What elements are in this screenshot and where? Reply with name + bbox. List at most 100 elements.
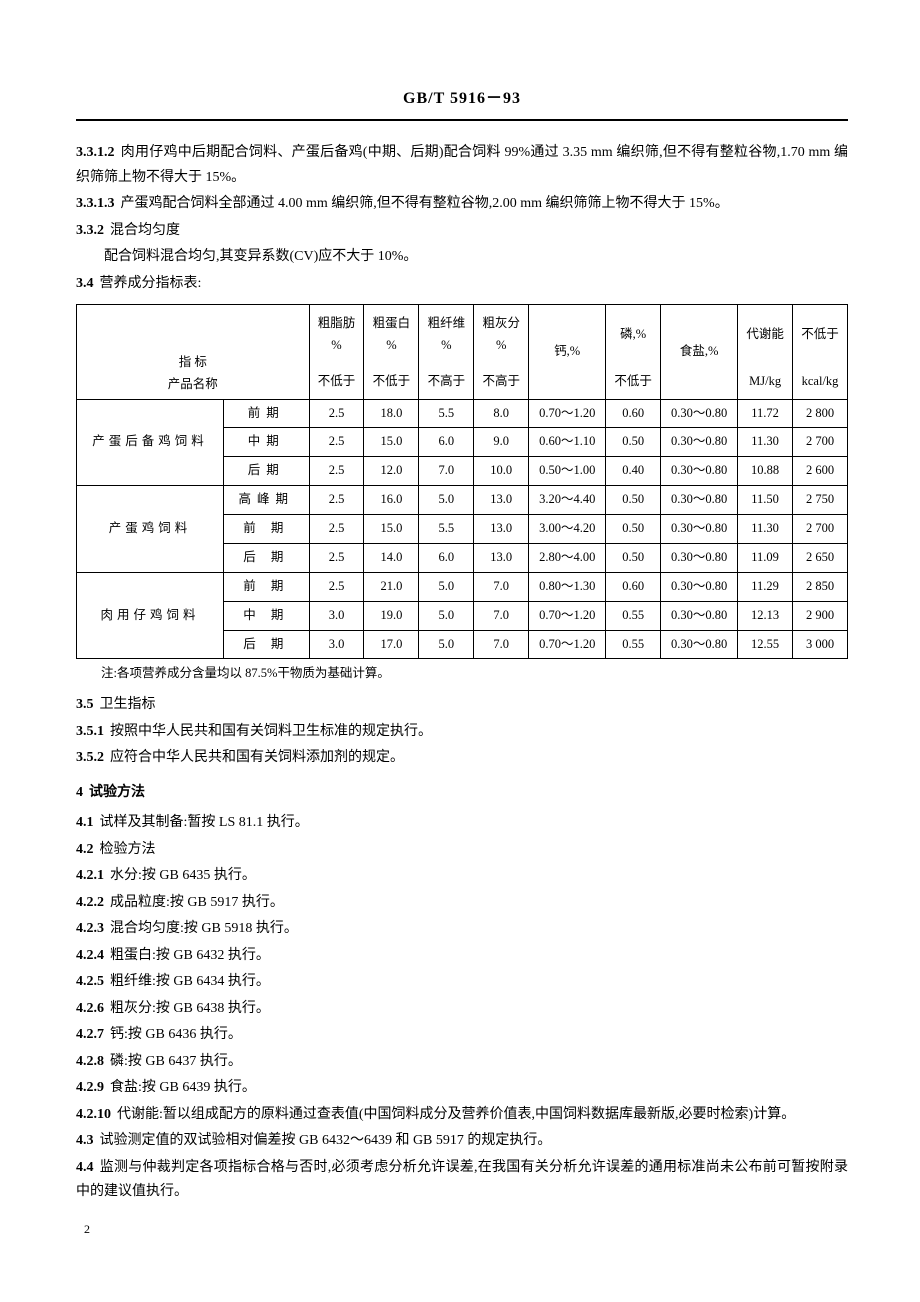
num: 3.5 (76, 697, 94, 712)
cell-mj: 11.30 (738, 428, 793, 457)
text: 成品粒度:按 GB 5917 执行。 (110, 895, 284, 910)
cell-protein: 16.0 (364, 486, 419, 515)
page-number: 2 (76, 1219, 848, 1240)
num: 3.5.1 (76, 724, 104, 739)
col-ash-sub: 不高于 (474, 365, 529, 399)
cell-p: 0.50 (606, 428, 661, 457)
text: 试样及其制备:暂按 LS 81.1 执行。 (100, 815, 309, 830)
text: 食盐:按 GB 6439 执行。 (110, 1080, 256, 1095)
cell-fat: 2.5 (309, 515, 364, 544)
cell-mj: 12.13 (738, 601, 793, 630)
document-header: GB/T 5916－93 (76, 85, 848, 121)
text: 监测与仲裁判定各项指标合格与否时,必须考虑分析允许误差,在我国有关分析允许误差的… (76, 1160, 848, 1200)
text: 营养成分指标表: (100, 276, 202, 291)
col-kcal-sub: kcal/kg (793, 365, 848, 399)
cell-phase: 后 期 (223, 543, 309, 572)
text: 粗蛋白:按 GB 6432 执行。 (110, 948, 270, 963)
cell-ca: 3.00～4.20 (529, 515, 606, 544)
cell-protein: 15.0 (364, 428, 419, 457)
cell-salt: 0.30～0.80 (661, 601, 738, 630)
num: 4.2.10 (76, 1107, 111, 1122)
para-351: 3.5.1按照中华人民共和国有关饲料卫生标准的规定执行。 (76, 720, 848, 745)
cell-kcal: 2 700 (793, 428, 848, 457)
cell-ash: 9.0 (474, 428, 529, 457)
cell-fat: 2.5 (309, 543, 364, 572)
cell-phase: 后期 (223, 457, 309, 486)
para-4: 4试验方法 (76, 781, 848, 806)
cell-protein: 21.0 (364, 572, 419, 601)
cell-phase: 中 期 (223, 601, 309, 630)
cell-p: 0.55 (606, 601, 661, 630)
para-3312: 3.3.1.2肉用仔鸡中后期配合饲料、产蛋后备鸡(中期、后期)配合饲料 99%通… (76, 141, 848, 190)
num: 4.1 (76, 815, 94, 830)
cell-fat: 3.0 (309, 601, 364, 630)
group-name: 产蛋鸡饲料 (77, 486, 224, 573)
para-4210: 4.2.10代谢能:暂以组成配方的原料通过查表值(中国饲料成分及营养价值表,中国… (76, 1103, 848, 1128)
cell-phase: 中期 (223, 428, 309, 457)
text: 钙:按 GB 6436 执行。 (110, 1027, 242, 1042)
text: 混合均匀度:按 GB 5918 执行。 (110, 921, 298, 936)
cell-kcal: 2 600 (793, 457, 848, 486)
cell-kcal: 2 800 (793, 399, 848, 428)
cell-protein: 17.0 (364, 630, 419, 659)
cell-mj: 11.72 (738, 399, 793, 428)
cell-ca: 0.70～1.20 (529, 630, 606, 659)
cell-fiber: 5.5 (419, 515, 474, 544)
para-332: 3.3.2混合均匀度 (76, 219, 848, 244)
col-protein: 粗蛋白% (364, 305, 419, 365)
cell-salt: 0.30～0.80 (661, 515, 738, 544)
cell-kcal: 2 750 (793, 486, 848, 515)
para-424: 4.2.4粗蛋白:按 GB 6432 执行。 (76, 944, 848, 969)
cell-salt: 0.30～0.80 (661, 630, 738, 659)
col-p: 磷,% (606, 305, 661, 365)
cell-kcal: 3 000 (793, 630, 848, 659)
cell-fat: 3.0 (309, 630, 364, 659)
cell-salt: 0.30～0.80 (661, 572, 738, 601)
cell-fiber: 5.0 (419, 601, 474, 630)
text: 产蛋鸡配合饲料全部通过 4.00 mm 编织筛,但不得有整粒谷物,2.00 mm… (121, 196, 729, 211)
num: 4.2 (76, 842, 94, 857)
para-427: 4.2.7钙:按 GB 6436 执行。 (76, 1023, 848, 1048)
cell-mj: 10.88 (738, 457, 793, 486)
cell-ca: 2.80～4.00 (529, 543, 606, 572)
cell-kcal: 2 900 (793, 601, 848, 630)
cell-ca: 0.70～1.20 (529, 601, 606, 630)
table-row: 产蛋后备鸡饲料前期2.518.05.58.00.70～1.200.600.30～… (77, 399, 848, 428)
col-p-sub: 不低于 (606, 365, 661, 399)
para-35: 3.5卫生指标 (76, 693, 848, 718)
cell-ca: 0.70～1.20 (529, 399, 606, 428)
col-protein-sub: 不低于 (364, 365, 419, 399)
col-kcal: 不低于 (793, 305, 848, 365)
num: 3.4 (76, 276, 94, 291)
col-fiber-sub: 不高于 (419, 365, 474, 399)
cell-salt: 0.30～0.80 (661, 428, 738, 457)
cell-fiber: 5.0 (419, 630, 474, 659)
cell-fat: 2.5 (309, 399, 364, 428)
cell-ash: 13.0 (474, 486, 529, 515)
cell-mj: 11.30 (738, 515, 793, 544)
cell-fat: 2.5 (309, 486, 364, 515)
col-mj-sub: MJ/kg (738, 365, 793, 399)
para-43: 4.3试验测定值的双试验相对偏差按 GB 6432～6439 和 GB 5917… (76, 1129, 848, 1154)
cell-p: 0.50 (606, 543, 661, 572)
cell-fiber: 5.5 (419, 399, 474, 428)
cell-protein: 12.0 (364, 457, 419, 486)
cell-salt: 0.30～0.80 (661, 543, 738, 572)
cell-phase: 前期 (223, 399, 309, 428)
table-note: 注:各项营养成分含量均以 87.5%干物质为基础计算。 (101, 663, 848, 685)
cell-ash: 7.0 (474, 630, 529, 659)
text: 混合均匀度 (110, 223, 180, 238)
num: 4.4 (76, 1160, 94, 1175)
para-42: 4.2检验方法 (76, 838, 848, 863)
col-ash: 粗灰分% (474, 305, 529, 365)
text: 试验测定值的双试验相对偏差按 GB 6432～6439 和 GB 5917 的规… (100, 1133, 552, 1148)
text: 试验方法 (89, 785, 145, 800)
cell-p: 0.50 (606, 515, 661, 544)
cell-p: 0.55 (606, 630, 661, 659)
para-44: 4.4监测与仲裁判定各项指标合格与否时,必须考虑分析允许误差,在我国有关分析允许… (76, 1156, 848, 1205)
cell-p: 0.50 (606, 486, 661, 515)
num: 4.2.1 (76, 868, 104, 883)
num: 4.2.5 (76, 974, 104, 989)
text: 配合饲料混合均匀,其变异系数(CV)应不大于 10%。 (104, 249, 417, 264)
cell-ash: 13.0 (474, 515, 529, 544)
